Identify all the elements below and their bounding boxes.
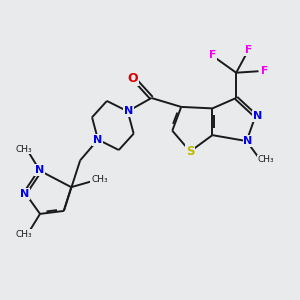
Text: N: N [253,111,262,121]
Text: N: N [124,106,133,116]
Text: O: O [128,72,138,85]
Text: N: N [244,136,253,146]
Text: S: S [186,145,194,158]
Text: N: N [93,135,102,145]
Text: F: F [261,66,268,76]
Text: CH₃: CH₃ [15,145,32,154]
Text: CH₃: CH₃ [258,155,274,164]
Text: F: F [209,50,216,61]
Text: F: F [244,45,252,55]
Text: CH₃: CH₃ [91,175,108,184]
Text: N: N [35,165,44,175]
Text: CH₃: CH₃ [15,230,32,239]
Text: N: N [20,189,29,199]
